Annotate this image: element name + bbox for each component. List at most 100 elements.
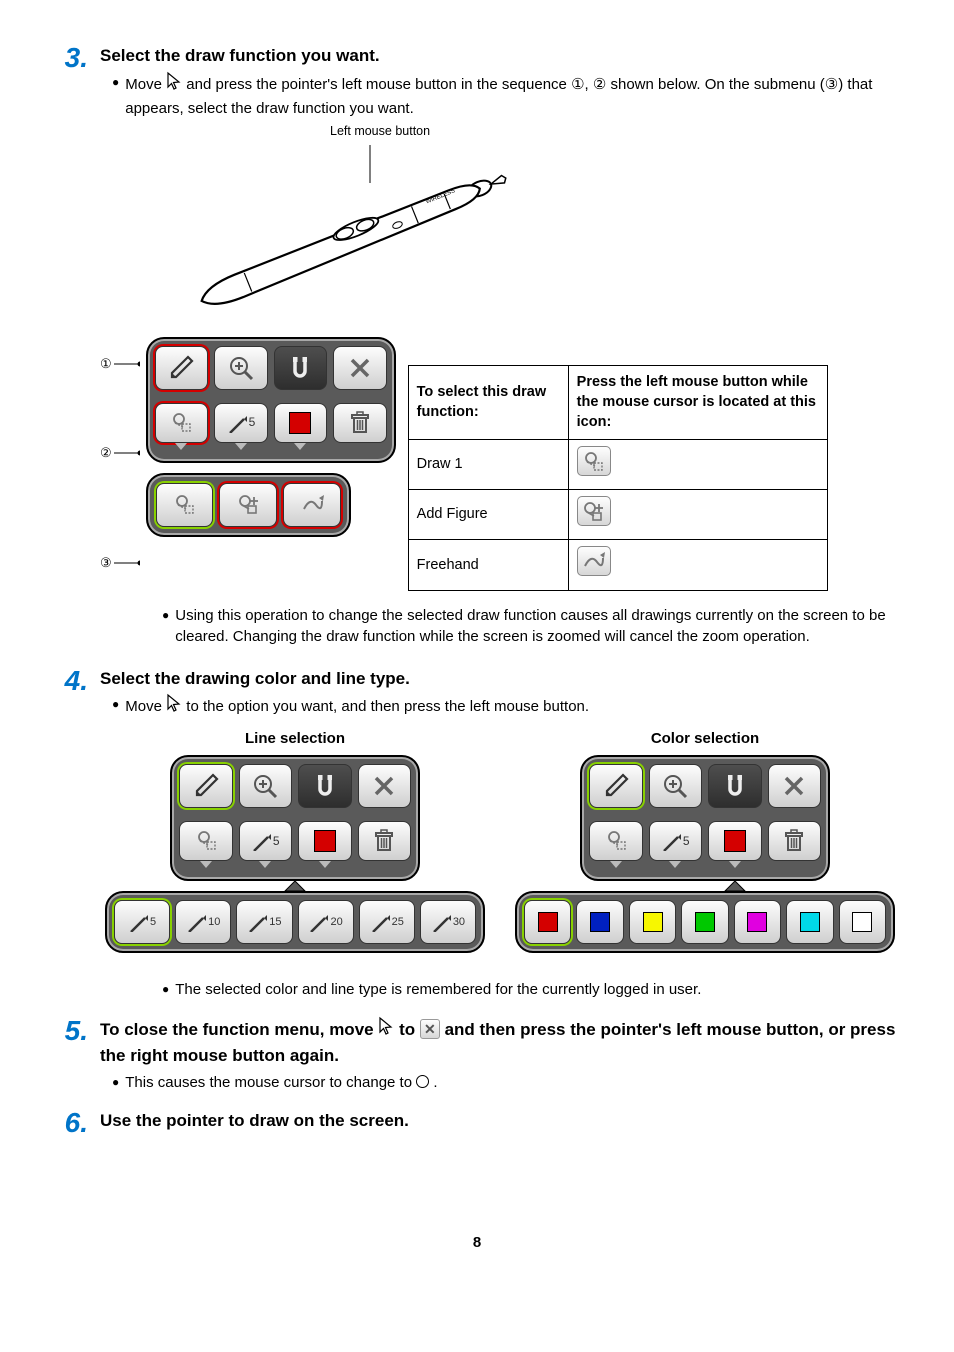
table-icon-cell [568, 439, 827, 489]
submenu-addfig[interactable] [219, 483, 277, 527]
text: to [399, 1020, 420, 1039]
table-icon-cell [568, 489, 827, 539]
step-6: 6. Use the pointer to draw on the screen… [50, 1103, 904, 1142]
line-width-button[interactable]: 5 [214, 403, 268, 443]
trash-button[interactable] [333, 403, 387, 443]
line-width-button[interactable]: 5 [239, 821, 293, 861]
ref-1-label: ① [100, 355, 112, 373]
close-button[interactable] [358, 764, 412, 808]
text: shown below. On the submenu ( [606, 76, 824, 93]
step-3: 3. Select the draw function you want. ● … [50, 38, 904, 119]
text: This causes the mouse cursor to change t… [125, 1074, 416, 1091]
text: , [585, 76, 593, 93]
step-number: 4. [50, 661, 88, 700]
text: To close the function menu, move [100, 1020, 378, 1039]
trash-button[interactable] [358, 821, 412, 861]
text: Move [125, 76, 166, 93]
step-number: 3. [50, 38, 88, 77]
bullet: ● Move and press the pointer's left mous… [112, 72, 904, 119]
zoom-button[interactable] [649, 764, 703, 808]
drawmode-button[interactable] [589, 821, 643, 861]
pencil-button[interactable] [589, 764, 643, 808]
pencil-button[interactable] [155, 346, 209, 390]
color-button[interactable] [298, 821, 352, 861]
pencil-button[interactable] [179, 764, 233, 808]
submenu-draw1[interactable] [156, 483, 214, 527]
ref-1: ① [571, 76, 584, 93]
draw1-icon [577, 446, 611, 476]
color-option[interactable] [629, 900, 676, 944]
color-option[interactable] [734, 900, 781, 944]
text: . [433, 1074, 437, 1091]
pen-svg: WIRELESS [160, 141, 540, 341]
line-toolbar: 5 [170, 755, 420, 881]
table-header-2: Press the left mouse button while the mo… [568, 365, 827, 439]
bullet: ● Move to the option you want, and then … [112, 694, 904, 720]
step-title: Use the pointer to draw on the screen. [100, 1103, 904, 1133]
text: The selected color and line type is reme… [175, 979, 904, 1001]
cursor-icon [166, 71, 182, 97]
step-number: 5. [50, 1011, 88, 1050]
toolbar-stack: 5 [146, 337, 396, 537]
line-option-5[interactable]: 5 [114, 900, 170, 944]
cursor-icon [378, 1016, 394, 1043]
line-option-15[interactable]: 15 [236, 900, 292, 944]
table-icon-cell [568, 540, 827, 590]
bullet: ● Using this operation to change the sel… [162, 605, 904, 647]
step-title: Select the drawing color and line type. [100, 661, 904, 691]
capture-button[interactable] [274, 346, 328, 390]
close-icon: ✕ [420, 1019, 440, 1039]
text: Using this operation to change the selec… [175, 605, 904, 647]
color-option[interactable] [839, 900, 886, 944]
color-option[interactable] [681, 900, 728, 944]
capture-button[interactable] [298, 764, 352, 808]
line-option-10[interactable]: 10 [175, 900, 231, 944]
cursor-icon [166, 693, 182, 719]
color-option[interactable] [576, 900, 623, 944]
color-options [515, 891, 895, 953]
step3-figures: ① ② ③ [100, 337, 904, 591]
zoom-button[interactable] [214, 346, 268, 390]
drawmode-button[interactable] [179, 821, 233, 861]
color-option[interactable] [524, 900, 571, 944]
color-option[interactable] [786, 900, 833, 944]
step-title: To close the function menu, move to ✕ an… [100, 1011, 904, 1068]
addfig-icon [577, 496, 611, 526]
line-option-25[interactable]: 25 [359, 900, 415, 944]
step-4: 4. Select the drawing color and line typ… [50, 661, 904, 721]
line-option-30[interactable]: 30 [420, 900, 476, 944]
table-header-1: To select this draw function: [408, 365, 568, 439]
line-selection-label: Line selection [245, 728, 345, 749]
step-number: 6. [50, 1103, 88, 1142]
open-circle-icon [416, 1075, 429, 1088]
step-title: Select the draw function you want. [100, 38, 904, 68]
color-button[interactable] [708, 821, 762, 861]
capture-button[interactable] [708, 764, 762, 808]
close-button[interactable] [768, 764, 822, 808]
line-width-value: 5 [249, 414, 256, 431]
table-cell: Freehand [408, 540, 568, 590]
step4-figures: Line selection 5 51015202530 [105, 728, 904, 953]
ref-3-label: ③ [100, 554, 112, 572]
close-button[interactable] [333, 346, 387, 390]
line-width-value: 5 [273, 833, 280, 850]
submenu-freehand[interactable] [283, 483, 341, 527]
line-width-button[interactable]: 5 [649, 821, 703, 861]
color-toolbar: 5 [580, 755, 830, 881]
step-5: 5. To close the function menu, move to ✕… [50, 1011, 904, 1093]
text: Move [125, 698, 166, 715]
trash-button[interactable] [768, 821, 822, 861]
ref-2-label: ② [100, 444, 112, 462]
ref-3: ③ [825, 76, 838, 93]
pen-illustration: Left mouse button WIRELESS [120, 125, 904, 325]
table-cell: Add Figure [408, 489, 568, 539]
drawmode-button[interactable] [155, 403, 209, 443]
line-width-value: 5 [683, 833, 690, 850]
color-button[interactable] [274, 403, 328, 443]
line-option-20[interactable]: 20 [298, 900, 354, 944]
line-options: 51015202530 [105, 891, 485, 953]
bullet: ● This causes the mouse cursor to change… [112, 1072, 904, 1094]
zoom-button[interactable] [239, 764, 293, 808]
table-cell: Draw 1 [408, 439, 568, 489]
pen-caption: Left mouse button [330, 123, 430, 141]
